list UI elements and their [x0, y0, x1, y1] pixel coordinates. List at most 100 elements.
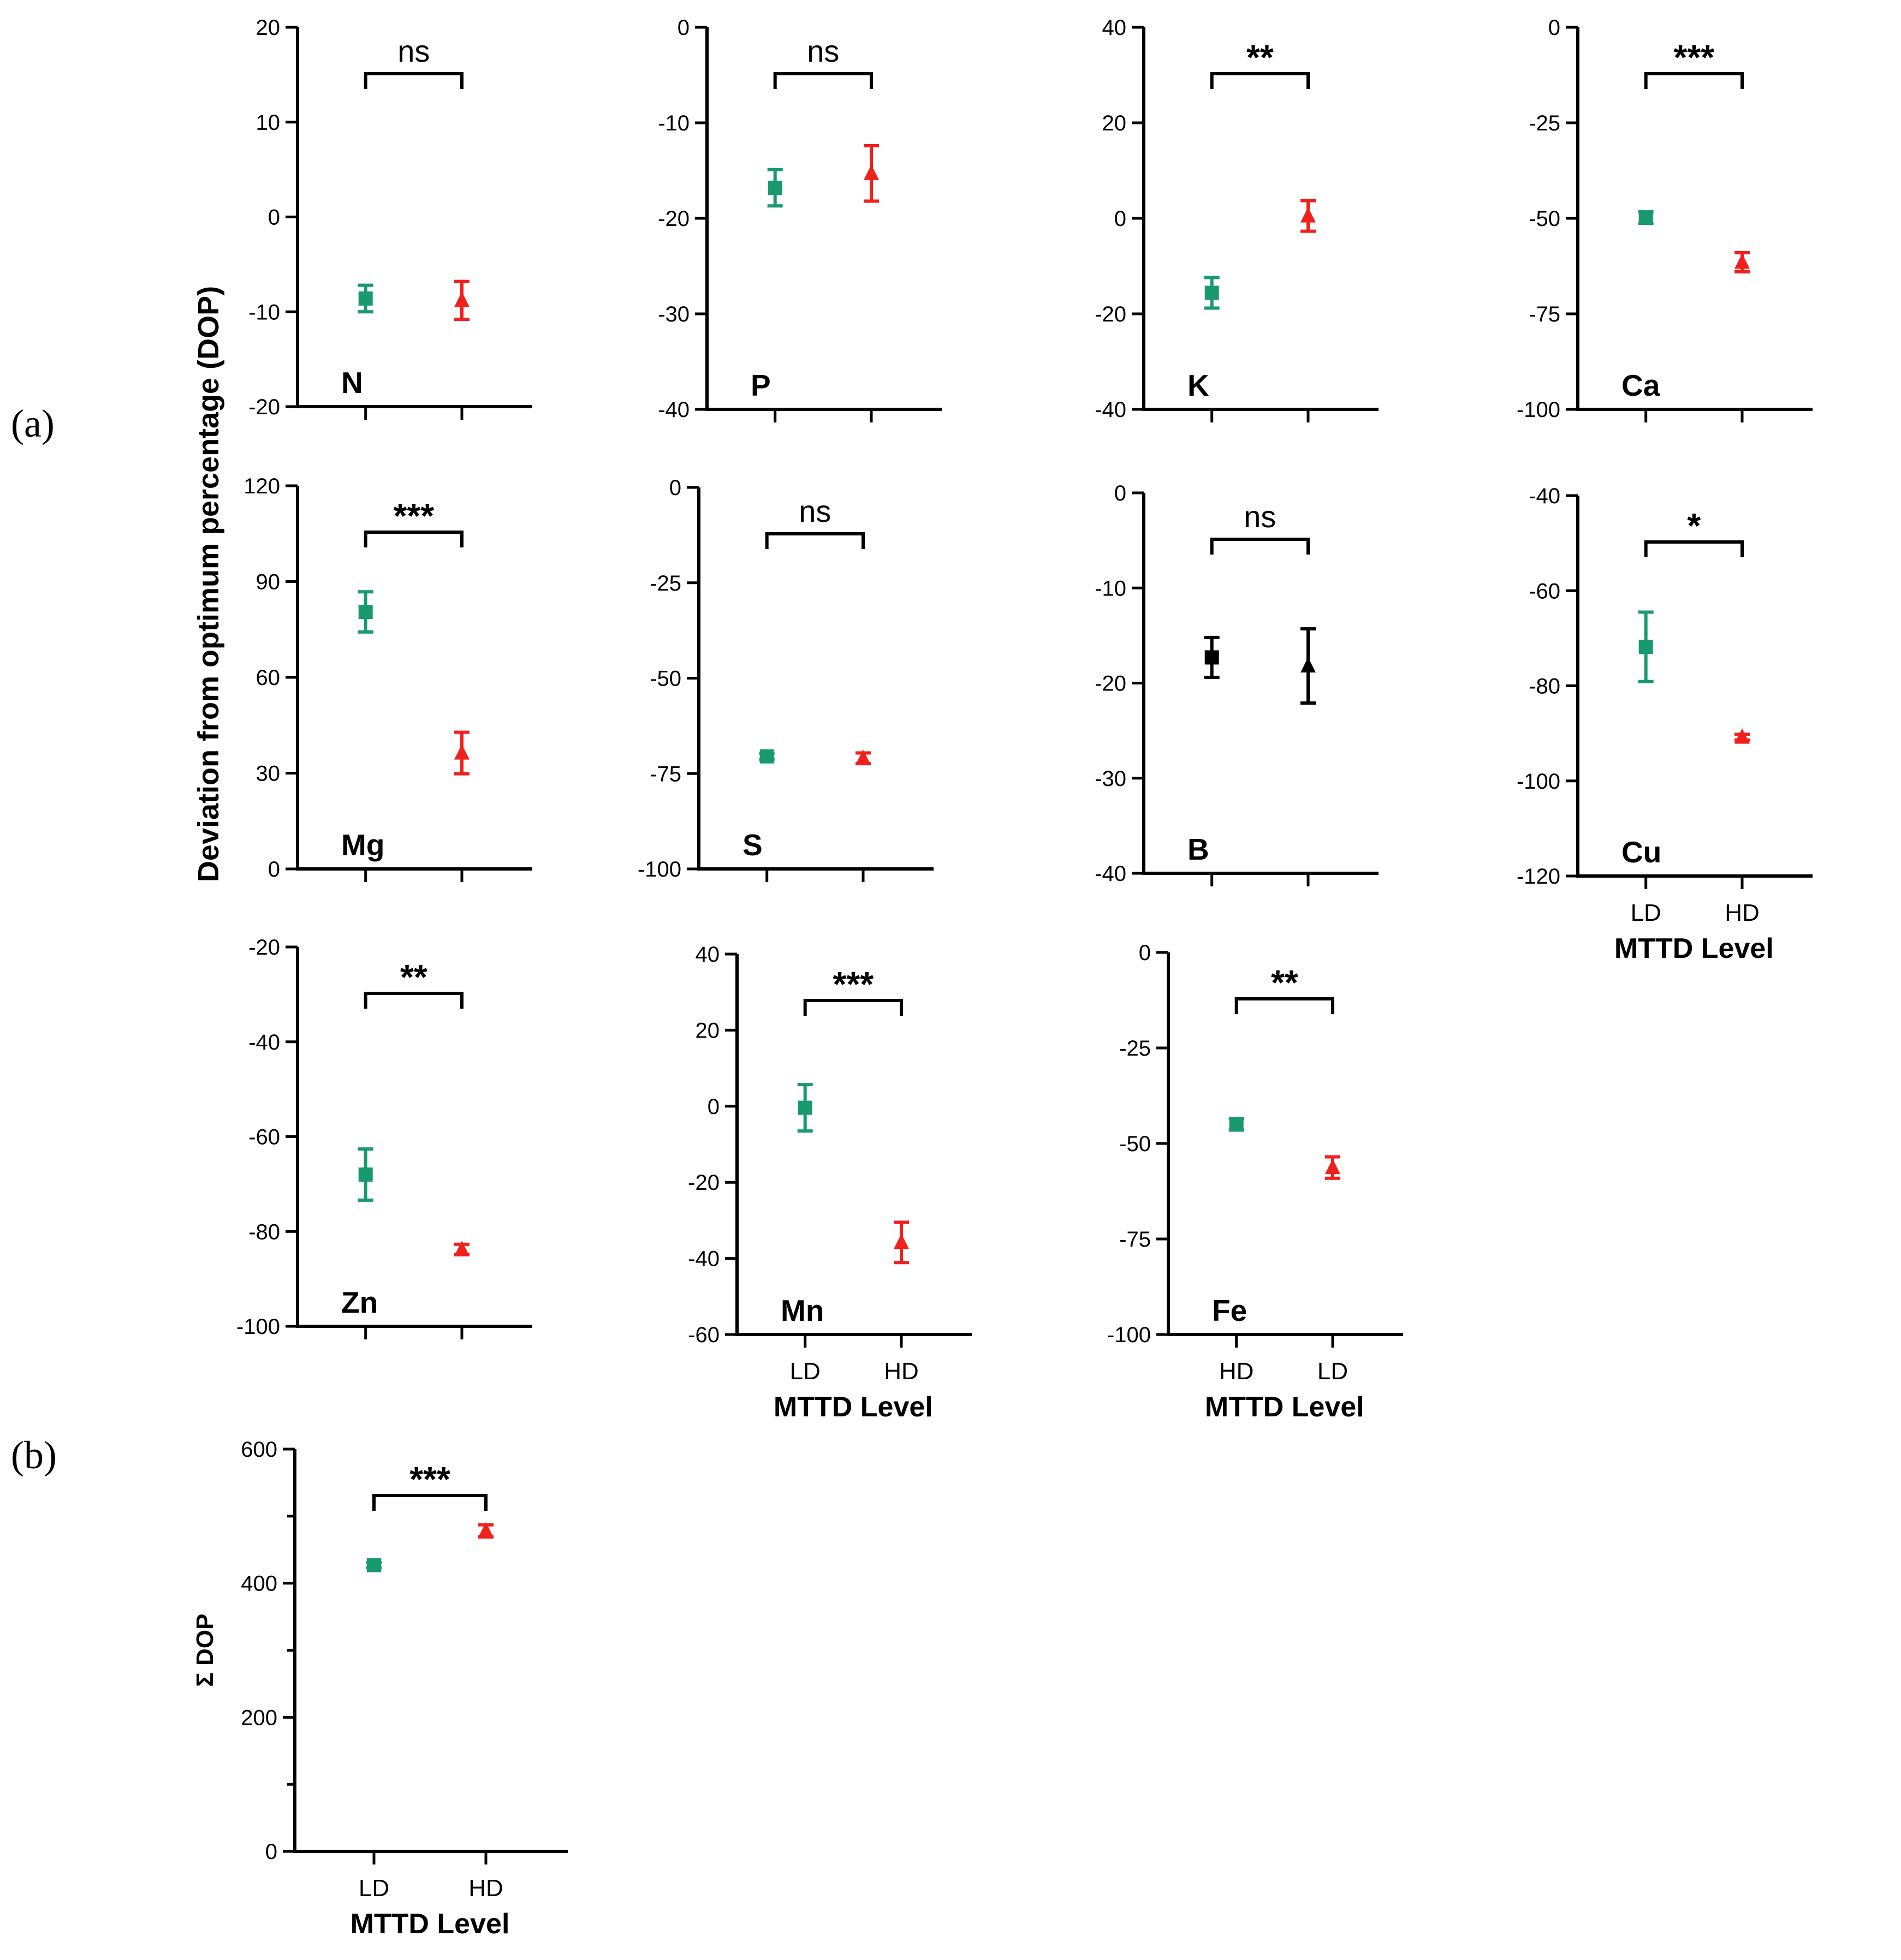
significance-bracket — [364, 992, 464, 1009]
y-tick-label: -40 — [1529, 484, 1560, 508]
chart-1: -40 -30 -20 -10 0 ns P — [658, 16, 942, 422]
y-tick-label: -10 — [248, 300, 280, 324]
x-tick-label: LD — [359, 1875, 389, 1902]
element-label: B — [1187, 832, 1209, 866]
element-label: Ca — [1621, 368, 1660, 402]
y-tick-label: -40 — [1095, 862, 1126, 886]
element-label: K — [1187, 368, 1209, 402]
element-label: S — [742, 828, 763, 862]
data-point-LD — [1204, 285, 1219, 300]
significance-label: *** — [833, 964, 874, 1004]
y-tick-label: -25 — [650, 571, 681, 595]
panel-b-label: (b) — [11, 1433, 57, 1477]
significance-label: ** — [1271, 963, 1298, 1002]
y-tick-label: 0 — [1139, 941, 1151, 965]
significance-bracket — [765, 532, 865, 549]
y-tick-label: 30 — [256, 762, 281, 786]
significance-label: ns — [1244, 499, 1276, 534]
data-point-B — [1204, 650, 1219, 665]
element-label: Mn — [781, 1294, 824, 1327]
y-tick-label: -40 — [658, 398, 690, 422]
element-label: Zn — [341, 1285, 378, 1319]
y-tick-label: -50 — [1119, 1132, 1151, 1156]
y-tick-label: -50 — [1529, 207, 1560, 231]
significance-label: *** — [393, 496, 434, 535]
y-tick-label: -60 — [688, 1323, 720, 1347]
data-point-HD — [1300, 207, 1316, 223]
y-tick-label: -80 — [248, 1220, 280, 1244]
y-tick-label: 20 — [696, 1018, 720, 1042]
data-point-LD — [798, 1100, 812, 1115]
chart-5: -100 -75 -50 -25 0 ns S — [638, 476, 934, 882]
y-tick-label: -10 — [658, 111, 690, 135]
significance-bracket — [1210, 72, 1310, 89]
y-tick-label: 400 — [241, 1572, 277, 1596]
y-tick-label: -50 — [650, 667, 681, 691]
x-axis-label: MTTD Level — [774, 1391, 933, 1423]
chart-4: 0 30 60 90 120 *** Mg — [243, 474, 532, 882]
element-label: P — [751, 368, 771, 402]
y-tick-label: -25 — [1529, 111, 1560, 135]
chart-8: -100 -80 -60 -40 -20 ** Zn — [236, 936, 532, 1339]
y-tick-label: -100 — [1517, 770, 1560, 794]
y-tick-label: -100 — [236, 1315, 280, 1339]
significance-bracket — [1234, 997, 1334, 1014]
y-tick-label: -10 — [1095, 576, 1126, 600]
shared-y-axis-label: Deviation from optimum percentage (DOP) — [192, 286, 225, 882]
data-point-LD — [759, 749, 774, 764]
y-tick-label: -20 — [248, 395, 280, 419]
y-tick-label: -80 — [1529, 675, 1560, 699]
x-tick-label: HD — [1725, 899, 1760, 926]
y-tick-label: -25 — [1119, 1036, 1151, 1061]
y-tick-label: -20 — [1095, 672, 1126, 696]
significance-label: ** — [1246, 38, 1274, 77]
significance-label: ** — [400, 957, 427, 997]
data-point-LD — [367, 1558, 381, 1572]
y-tick-label: 0 — [708, 1095, 720, 1119]
x-tick-label: HD — [1219, 1358, 1254, 1385]
significance-label: *** — [1673, 38, 1714, 77]
y-tick-label: 0 — [265, 1840, 277, 1864]
data-point-LD — [358, 1167, 373, 1182]
data-point-LD — [358, 291, 373, 306]
chart-11: 0 200 400 600 LD HD MTTD Level Σ DOP *** — [192, 1438, 568, 1940]
data-point-HD — [454, 291, 470, 307]
chart-7: -120 -100 -80 -60 -40 LD HD MTTD Level * Cu — [1517, 484, 1813, 964]
data-point-HD — [856, 749, 871, 765]
chart-6: -40 -30 -20 -10 0 ns B — [1095, 481, 1379, 886]
significance-bracket — [1644, 72, 1744, 89]
y-tick-label: 10 — [256, 111, 281, 135]
element-label: Mg — [341, 828, 384, 862]
chart-3: -100 -75 -50 -25 0 *** Ca — [1517, 16, 1813, 422]
y-tick-label: 0 — [268, 206, 280, 230]
y-tick-label: 0 — [669, 476, 681, 500]
element-label: N — [341, 366, 363, 400]
y-tick-label: 0 — [1114, 207, 1126, 231]
x-tick-label: HD — [884, 1358, 919, 1385]
significance-label: *** — [409, 1459, 450, 1499]
y-axis-label: Σ DOP — [192, 1614, 218, 1687]
significance-label: ns — [799, 494, 831, 528]
data-point-HD — [1734, 728, 1750, 744]
x-tick-label: HD — [468, 1875, 503, 1902]
panel-a-label: (a) — [11, 402, 55, 445]
significance-label: * — [1687, 506, 1701, 545]
y-tick-label: -75 — [650, 762, 681, 786]
x-tick-label: LD — [1317, 1358, 1348, 1385]
chart-9: -60 -40 -20 0 20 40 LD HD MTTD Level *** Mn — [688, 943, 972, 1423]
y-tick-label: -30 — [658, 302, 690, 326]
x-tick-label: LD — [790, 1358, 821, 1385]
y-tick-label: 20 — [256, 16, 281, 40]
charts-layer: -20-1001020nsN-40-30-20-100nsP-40-200204… — [192, 16, 1813, 1940]
x-axis-label: MTTD Level — [351, 1908, 510, 1940]
chart-2: -40 -20 0 20 40 ** K — [1095, 16, 1379, 422]
significance-bracket — [364, 72, 464, 89]
y-tick-label: 0 — [268, 857, 280, 881]
data-point-HD — [478, 1522, 494, 1538]
y-tick-label: 60 — [256, 666, 281, 690]
significance-bracket — [803, 999, 903, 1016]
y-tick-label: -40 — [688, 1247, 720, 1271]
x-axis-label: MTTD Level — [1614, 933, 1774, 964]
y-tick-label: -40 — [248, 1030, 280, 1055]
data-point-HD — [454, 744, 470, 760]
